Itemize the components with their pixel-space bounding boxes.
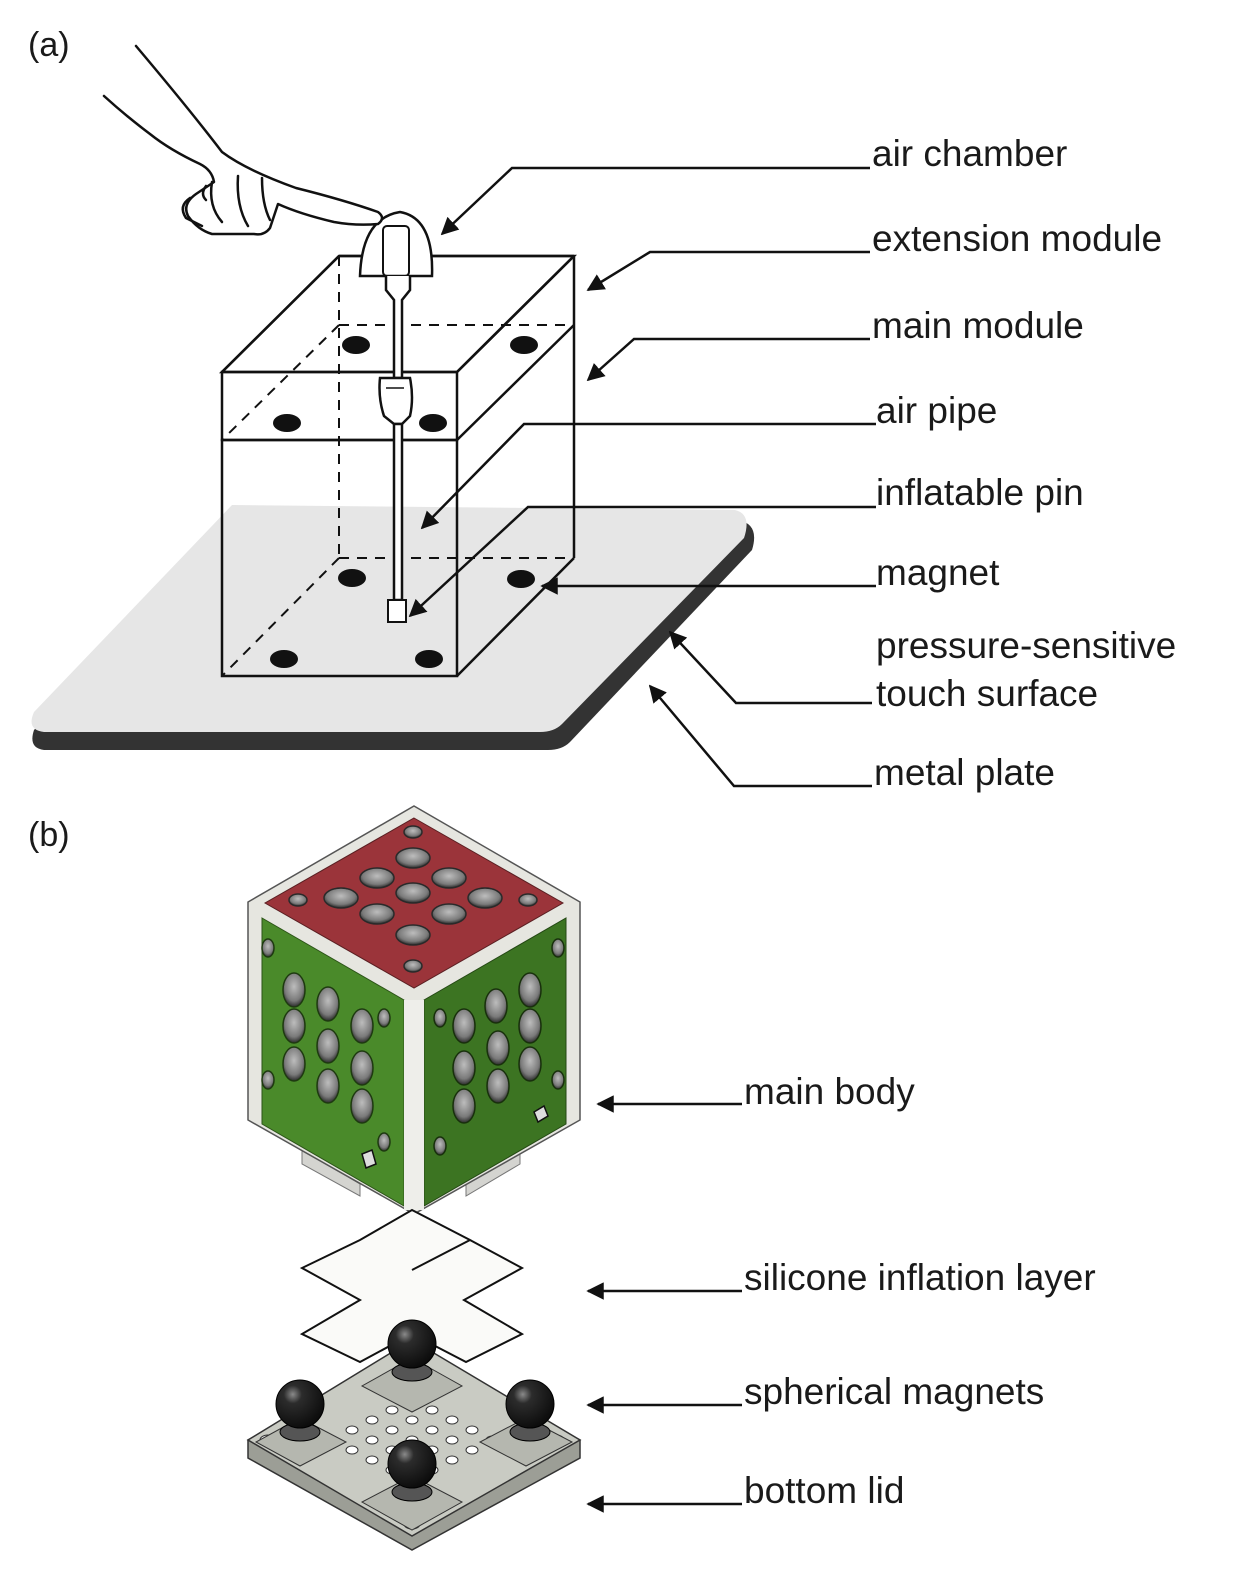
leader-air-pipe [420,422,876,530]
label-air-chamber: air chamber [872,133,1067,174]
air-chamber-assembly [358,210,434,623]
magnet-dot [510,336,538,354]
spherical-magnet [387,1439,437,1489]
label-silicone-inflation-layer: silicone inflation layer [744,1257,1096,1298]
spherical-magnet [275,1379,325,1429]
leader-touch-surface [668,630,872,705]
module-cube [218,254,578,678]
main-body-cube [247,805,581,1215]
leader-lines-a [408,166,876,788]
label-inflatable-pin: inflatable pin [876,472,1084,513]
leader-air-chamber [440,166,870,236]
leader-main-module [586,337,870,382]
magnet-dot [507,570,535,588]
spherical-magnets [275,1319,555,1502]
magnet-dot [273,414,301,432]
magnet-dot [270,650,298,668]
air-chamber-shape [358,210,434,278]
inflatable-pin-shape [387,599,407,623]
label-main-body: main body [744,1071,915,1112]
panel-label-a: (a) [28,26,70,64]
magnet-dot [419,414,447,432]
label-spherical-magnets: spherical magnets [744,1371,1044,1412]
magnet-dot [338,569,366,587]
label-magnet: magnet [876,552,1000,593]
panel-label-b: (b) [28,816,70,854]
magnet-dot [342,336,370,354]
silicone-inflation-layer [299,1208,525,1364]
label-air-pipe: air pipe [876,390,997,431]
label-touch-surface: touch surface [876,673,1098,714]
air-pipe-shape [392,422,404,602]
hand-illustration [102,44,384,236]
magnets-group [270,336,538,668]
label-main-module: main module [872,305,1084,346]
leader-inflatable-pin [408,505,876,618]
label-pressure-sensitive: pressure-sensitive [876,625,1176,666]
magnet-dot [415,650,443,668]
leader-lines-b [586,1095,742,1513]
label-extension-module: extension module [872,218,1162,259]
label-metal-plate: metal plate [874,752,1055,793]
spherical-magnet [505,1379,555,1429]
leader-metal-plate [648,684,872,788]
label-bottom-lid: bottom lid [744,1470,904,1511]
spherical-magnet [387,1319,437,1369]
leader-extension-module [586,250,870,292]
